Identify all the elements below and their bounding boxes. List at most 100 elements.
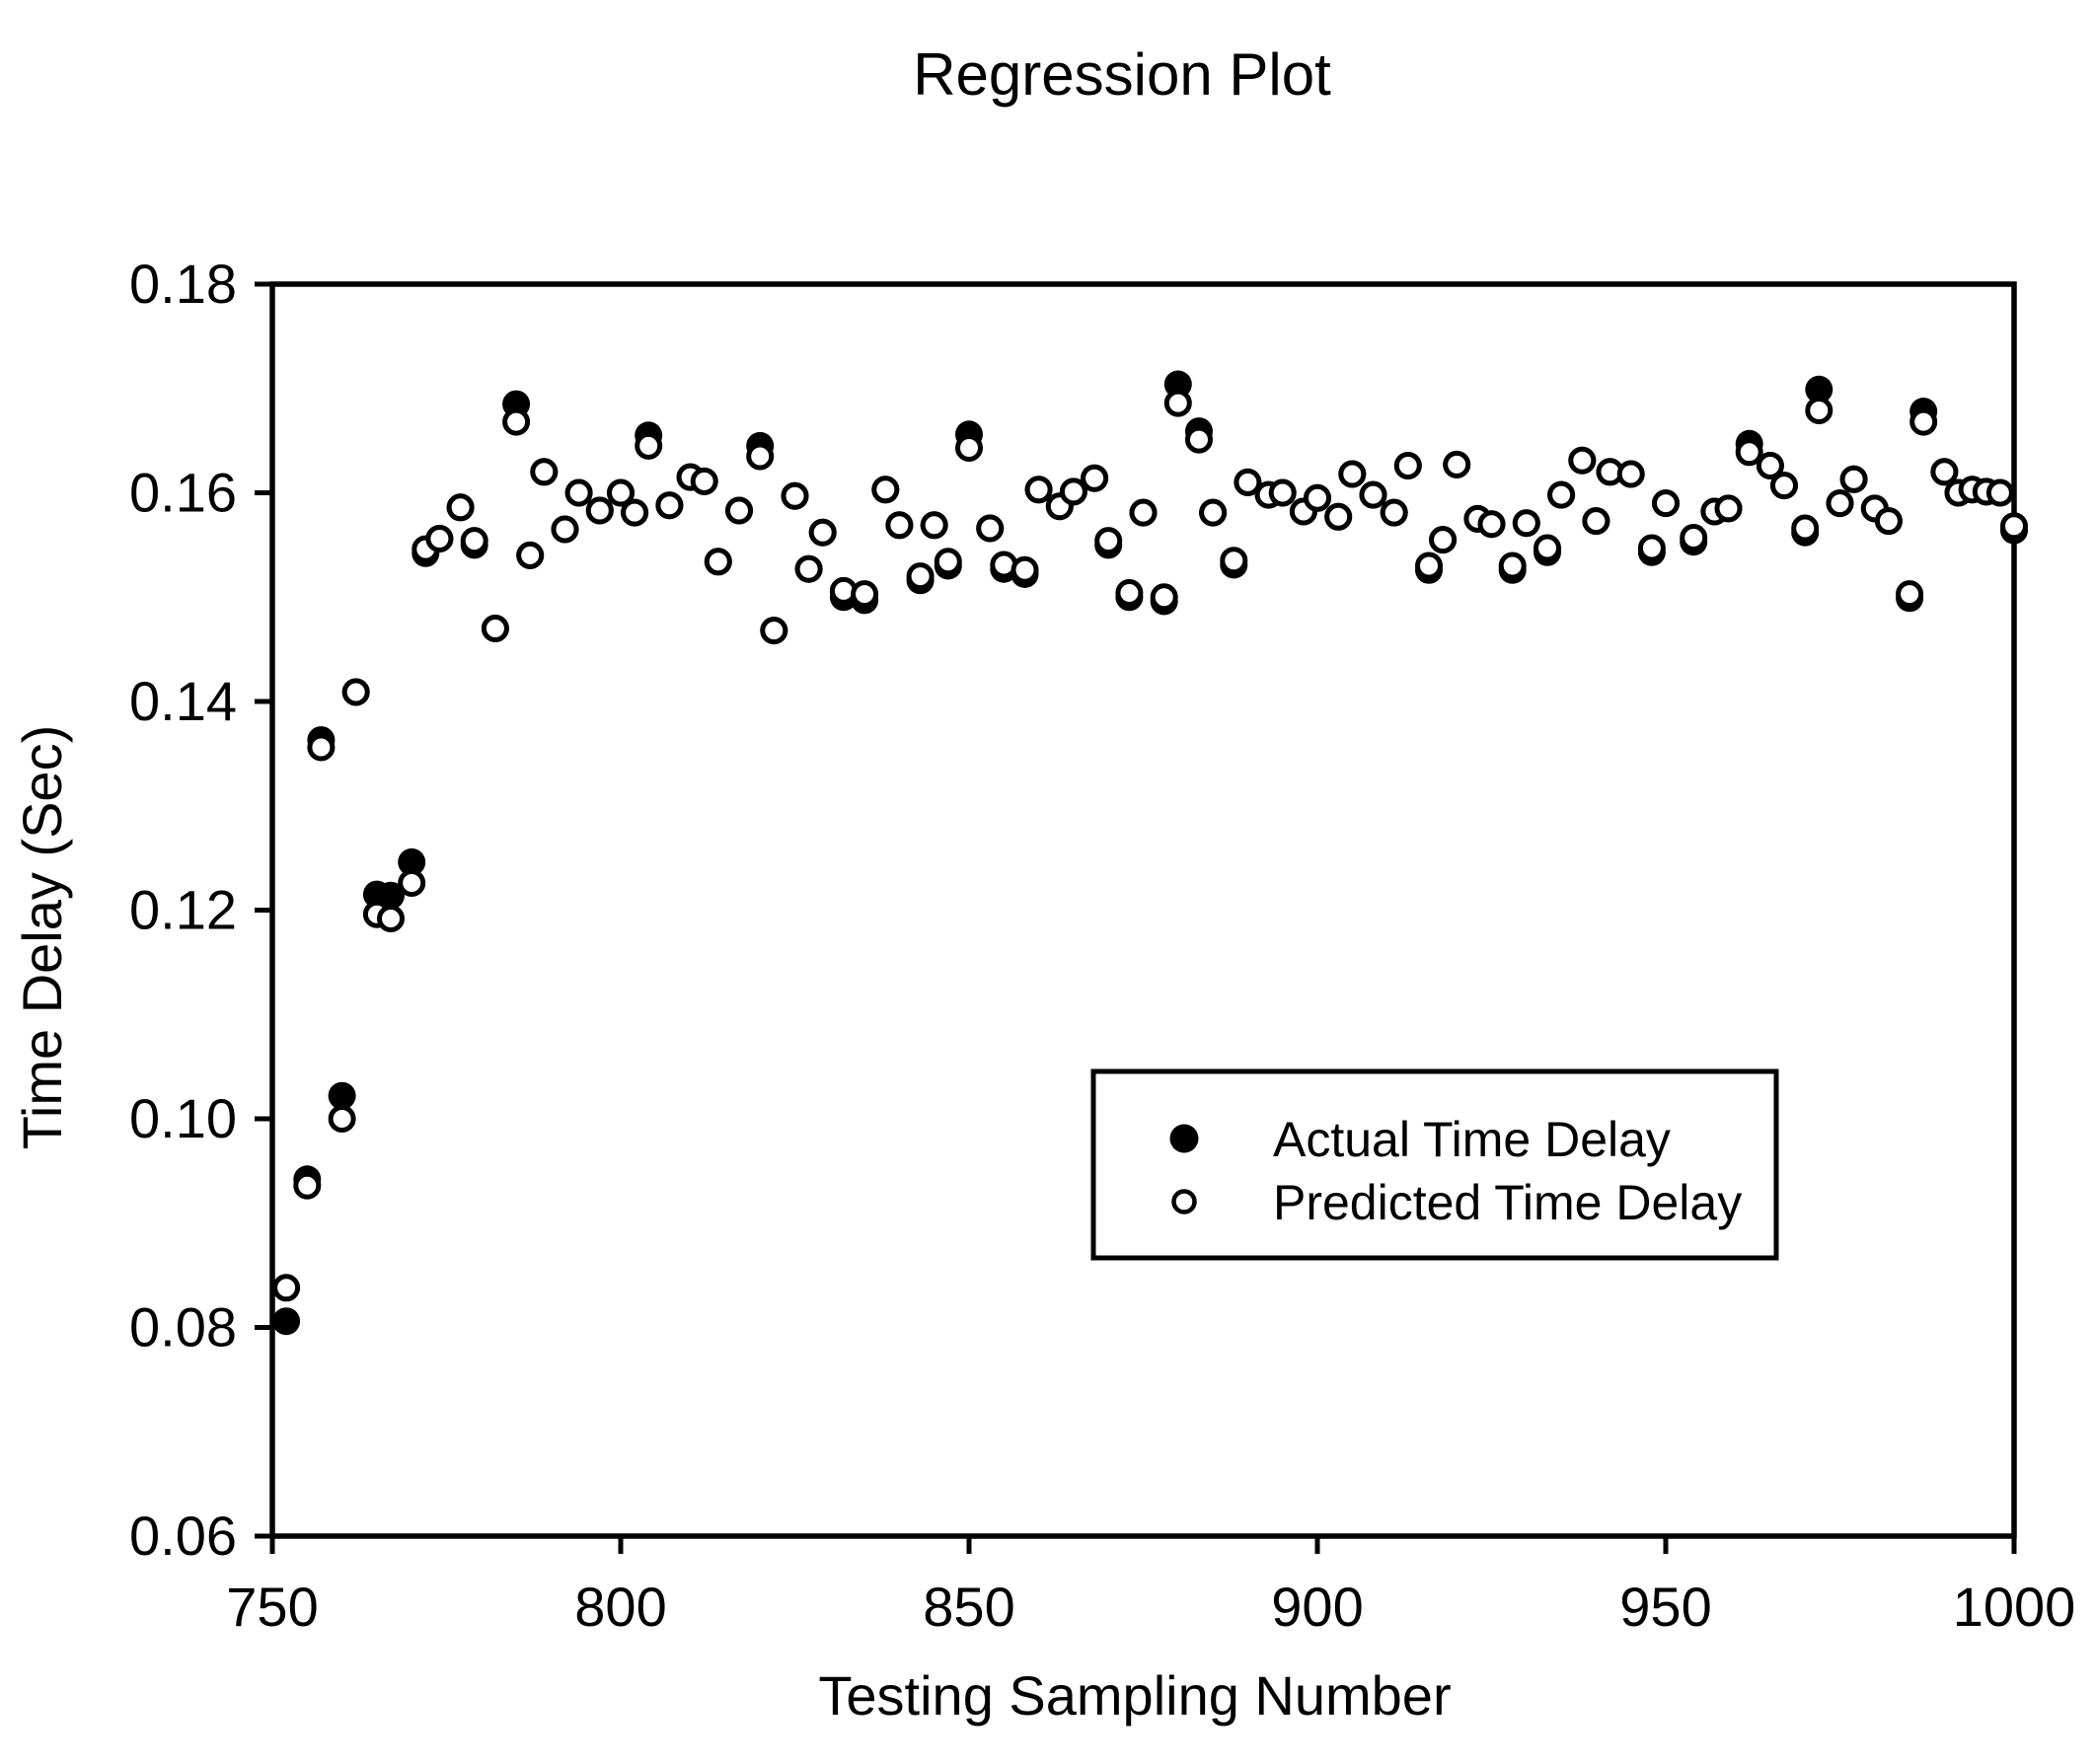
predicted-point bbox=[585, 496, 614, 525]
predicted-point bbox=[1680, 524, 1708, 551]
y-axis-ticks: 0.18 0.16 0.14 0.12 0.10 0.08 0.06 bbox=[129, 253, 272, 1567]
predicted-point bbox=[781, 481, 809, 510]
predicted-point bbox=[1909, 407, 1938, 436]
predicted-point bbox=[621, 498, 649, 527]
predicted-point bbox=[704, 548, 732, 576]
actual-point bbox=[398, 847, 426, 876]
predicted-point bbox=[1714, 494, 1743, 523]
actual-point bbox=[328, 1081, 356, 1110]
predicted-point bbox=[906, 562, 935, 591]
predicted-point bbox=[398, 869, 426, 897]
predicted-point bbox=[446, 493, 475, 522]
predicted-point bbox=[1304, 483, 1331, 512]
predicted-point bbox=[885, 511, 914, 540]
predicted-point bbox=[1735, 438, 1763, 467]
y-tick-label: 0.10 bbox=[129, 1087, 237, 1149]
predicted-point bbox=[607, 478, 635, 507]
predicted-point bbox=[1220, 547, 1248, 575]
predicted-point bbox=[1415, 551, 1443, 580]
predicted-point bbox=[328, 1105, 356, 1133]
predicted-point bbox=[655, 491, 684, 520]
predicted-point bbox=[1512, 509, 1540, 538]
predicted-point bbox=[1568, 446, 1597, 475]
x-axis-title: Testing Sampling Number bbox=[818, 1664, 1451, 1727]
predicted-point bbox=[1150, 583, 1178, 612]
legend-label-actual: Actual Time Delay bbox=[1273, 1112, 1671, 1167]
predicted-point bbox=[1380, 498, 1408, 527]
x-tick-label: 800 bbox=[574, 1576, 666, 1638]
predicted-point bbox=[293, 1171, 322, 1200]
predicted-point bbox=[1234, 468, 1262, 496]
predicted-point bbox=[1896, 580, 1924, 609]
actual-point bbox=[1805, 375, 1833, 404]
predicted-point bbox=[1185, 425, 1213, 454]
predicted-point bbox=[1770, 472, 1798, 500]
y-tick-label: 0.08 bbox=[129, 1296, 237, 1359]
y-tick-label: 0.16 bbox=[129, 462, 237, 524]
predicted-point bbox=[1874, 507, 1903, 536]
predicted-point bbox=[425, 525, 454, 552]
predicted-point bbox=[690, 467, 718, 495]
predicted-point bbox=[871, 476, 900, 504]
predicted-point bbox=[955, 434, 983, 462]
predicted-point bbox=[746, 442, 775, 471]
x-tick-label: 750 bbox=[226, 1576, 318, 1638]
x-tick-label: 950 bbox=[1619, 1576, 1711, 1638]
x-tick-label: 850 bbox=[923, 1576, 1014, 1638]
predicted-point bbox=[1024, 476, 1053, 504]
predicted-point bbox=[1791, 514, 1820, 543]
predicted-point bbox=[1429, 526, 1458, 554]
predicted-point bbox=[1652, 489, 1680, 518]
predicted-point bbox=[1324, 502, 1353, 531]
predicted-point bbox=[530, 458, 559, 486]
predicted-point bbox=[1534, 534, 1561, 562]
predicted-point bbox=[1129, 498, 1158, 527]
predicted-point bbox=[516, 541, 545, 569]
predicted-point bbox=[1616, 460, 1645, 488]
predicted-point bbox=[934, 548, 962, 576]
series-predicted-time-delay bbox=[272, 389, 2028, 1302]
predicted-point bbox=[1359, 480, 1387, 509]
predicted-point bbox=[1268, 478, 1297, 507]
predicted-point bbox=[1582, 507, 1610, 536]
predicted-point bbox=[1115, 579, 1144, 607]
predicted-point bbox=[1477, 510, 1506, 539]
predicted-point bbox=[272, 1274, 301, 1302]
predicted-point bbox=[976, 514, 1005, 543]
predicted-point bbox=[920, 511, 948, 540]
x-axis-ticks: 750 800 850 900 950 1000 bbox=[226, 1536, 2075, 1638]
predicted-point bbox=[760, 617, 788, 645]
y-tick-label: 0.18 bbox=[129, 253, 237, 315]
predicted-point bbox=[725, 496, 753, 525]
predicted-point bbox=[341, 678, 370, 706]
predicted-point bbox=[1163, 389, 1192, 417]
predicted-point bbox=[481, 615, 509, 642]
predicted-point bbox=[1637, 534, 1666, 562]
predicted-point bbox=[1393, 452, 1422, 479]
predicted-point bbox=[551, 515, 579, 544]
predicted-point bbox=[851, 580, 879, 609]
predicted-point bbox=[794, 554, 823, 583]
predicted-point bbox=[1443, 450, 1471, 478]
predicted-point bbox=[1547, 480, 1576, 509]
predicted-point bbox=[808, 518, 837, 547]
predicted-point bbox=[1756, 452, 1784, 479]
predicted-point bbox=[460, 527, 488, 555]
predicted-point bbox=[1826, 489, 1854, 518]
predicted-point bbox=[1094, 527, 1123, 555]
predicted-point bbox=[1081, 464, 1109, 492]
predicted-point bbox=[1338, 460, 1367, 488]
predicted-point bbox=[1985, 478, 2014, 507]
actual-point bbox=[272, 1307, 301, 1336]
predicted-point bbox=[1839, 465, 1868, 493]
y-tick-label: 0.12 bbox=[129, 879, 237, 941]
predicted-point bbox=[1930, 458, 1959, 486]
predicted-point bbox=[2000, 512, 2028, 541]
predicted-point bbox=[502, 407, 531, 436]
predicted-point bbox=[1498, 551, 1527, 580]
predicted-point bbox=[377, 905, 405, 932]
legend-box bbox=[1090, 1068, 1779, 1261]
x-tick-label: 900 bbox=[1271, 1576, 1363, 1638]
